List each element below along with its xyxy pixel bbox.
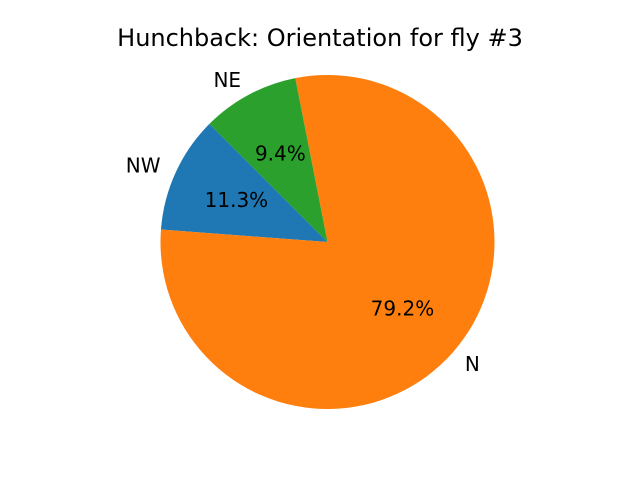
slice-percent-ne: 9.4%	[255, 142, 306, 166]
pie-slice-n	[160, 74, 495, 410]
slice-label-ne: NE	[213, 68, 241, 92]
slice-label-nw: NW	[126, 153, 161, 177]
slice-percent-n: 79.2%	[371, 296, 435, 320]
chart-title: Hunchback: Orientation for fly #3	[117, 24, 523, 52]
pie-slice-ne	[209, 78, 328, 243]
pie-slice-nw	[160, 123, 328, 242]
slice-percent-nw: 11.3%	[205, 188, 269, 212]
slice-label-n: N	[465, 352, 480, 376]
